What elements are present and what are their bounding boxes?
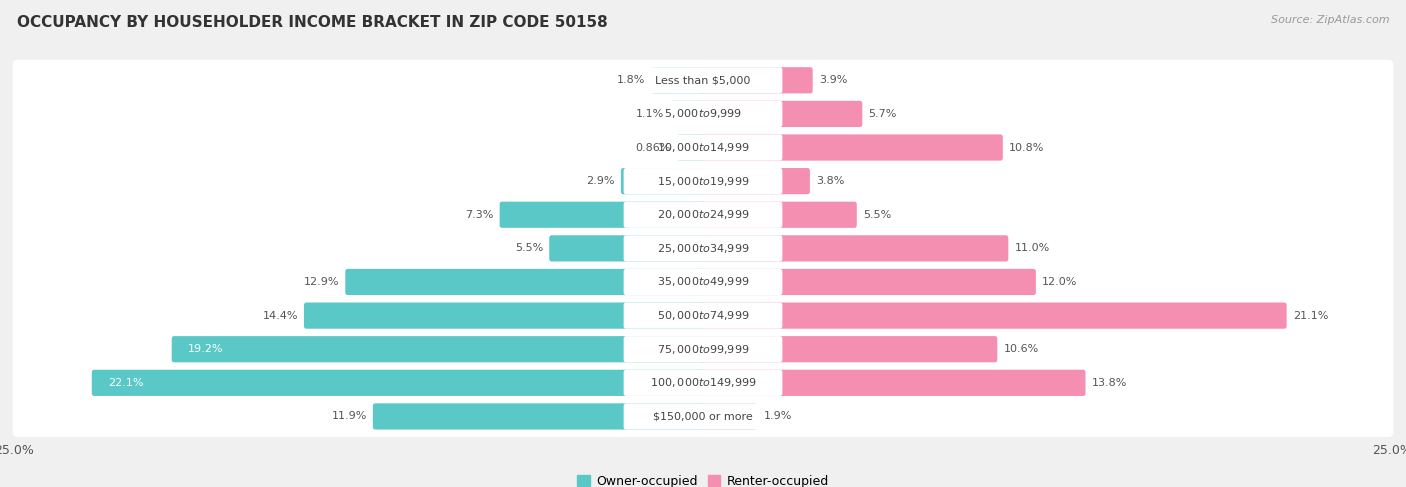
Text: $35,000 to $49,999: $35,000 to $49,999 [657,276,749,288]
Text: $15,000 to $19,999: $15,000 to $19,999 [657,175,749,187]
FancyBboxPatch shape [624,67,782,94]
Text: 5.7%: 5.7% [869,109,897,119]
FancyBboxPatch shape [499,202,706,228]
Text: 11.0%: 11.0% [1014,244,1050,253]
Text: 21.1%: 21.1% [1292,311,1329,320]
Text: 10.6%: 10.6% [1004,344,1039,354]
Text: 3.8%: 3.8% [815,176,845,186]
FancyBboxPatch shape [700,336,997,362]
FancyBboxPatch shape [624,336,782,362]
FancyBboxPatch shape [651,67,706,94]
FancyBboxPatch shape [624,168,782,194]
FancyBboxPatch shape [13,362,1393,403]
Text: 2.9%: 2.9% [586,176,614,186]
FancyBboxPatch shape [671,101,706,127]
FancyBboxPatch shape [13,161,1393,202]
Text: 12.0%: 12.0% [1042,277,1077,287]
FancyBboxPatch shape [346,269,706,295]
Text: 12.9%: 12.9% [304,277,339,287]
Text: 22.1%: 22.1% [108,378,143,388]
FancyBboxPatch shape [624,302,782,329]
Text: Source: ZipAtlas.com: Source: ZipAtlas.com [1271,15,1389,25]
FancyBboxPatch shape [700,67,813,94]
FancyBboxPatch shape [13,194,1393,235]
FancyBboxPatch shape [91,370,706,396]
Text: $50,000 to $74,999: $50,000 to $74,999 [657,309,749,322]
Text: $75,000 to $99,999: $75,000 to $99,999 [657,343,749,356]
Text: $5,000 to $9,999: $5,000 to $9,999 [664,108,742,120]
FancyBboxPatch shape [13,228,1393,269]
FancyBboxPatch shape [700,302,1286,329]
Legend: Owner-occupied, Renter-occupied: Owner-occupied, Renter-occupied [572,470,834,487]
FancyBboxPatch shape [624,370,782,396]
Text: $150,000 or more: $150,000 or more [654,412,752,421]
FancyBboxPatch shape [678,134,706,161]
Text: 3.9%: 3.9% [818,75,848,85]
Text: 19.2%: 19.2% [187,344,224,354]
FancyBboxPatch shape [13,396,1393,437]
FancyBboxPatch shape [624,269,782,295]
Text: Less than $5,000: Less than $5,000 [655,75,751,85]
FancyBboxPatch shape [700,235,1008,262]
FancyBboxPatch shape [700,403,758,430]
FancyBboxPatch shape [13,295,1393,336]
Text: $100,000 to $149,999: $100,000 to $149,999 [650,376,756,389]
Text: OCCUPANCY BY HOUSEHOLDER INCOME BRACKET IN ZIP CODE 50158: OCCUPANCY BY HOUSEHOLDER INCOME BRACKET … [17,15,607,30]
Text: $20,000 to $24,999: $20,000 to $24,999 [657,208,749,221]
Text: 1.8%: 1.8% [617,75,645,85]
Text: 7.3%: 7.3% [465,210,494,220]
FancyBboxPatch shape [700,134,1002,161]
Text: 5.5%: 5.5% [863,210,891,220]
FancyBboxPatch shape [621,168,706,194]
FancyBboxPatch shape [624,403,782,430]
Text: 14.4%: 14.4% [263,311,298,320]
FancyBboxPatch shape [13,262,1393,302]
Text: $10,000 to $14,999: $10,000 to $14,999 [657,141,749,154]
FancyBboxPatch shape [624,235,782,262]
FancyBboxPatch shape [624,134,782,161]
Text: 1.9%: 1.9% [763,412,792,421]
FancyBboxPatch shape [13,127,1393,168]
FancyBboxPatch shape [13,94,1393,134]
Text: 5.5%: 5.5% [515,244,543,253]
FancyBboxPatch shape [624,101,782,127]
Text: $25,000 to $34,999: $25,000 to $34,999 [657,242,749,255]
Text: 10.8%: 10.8% [1010,143,1045,152]
FancyBboxPatch shape [700,370,1085,396]
Text: 1.1%: 1.1% [636,109,665,119]
FancyBboxPatch shape [13,60,1393,101]
Text: 0.86%: 0.86% [636,143,671,152]
FancyBboxPatch shape [13,329,1393,370]
FancyBboxPatch shape [550,235,706,262]
Text: 13.8%: 13.8% [1091,378,1128,388]
FancyBboxPatch shape [624,202,782,228]
FancyBboxPatch shape [700,202,856,228]
FancyBboxPatch shape [700,269,1036,295]
FancyBboxPatch shape [304,302,706,329]
FancyBboxPatch shape [700,101,862,127]
FancyBboxPatch shape [172,336,706,362]
FancyBboxPatch shape [373,403,706,430]
FancyBboxPatch shape [700,168,810,194]
Text: 11.9%: 11.9% [332,412,367,421]
